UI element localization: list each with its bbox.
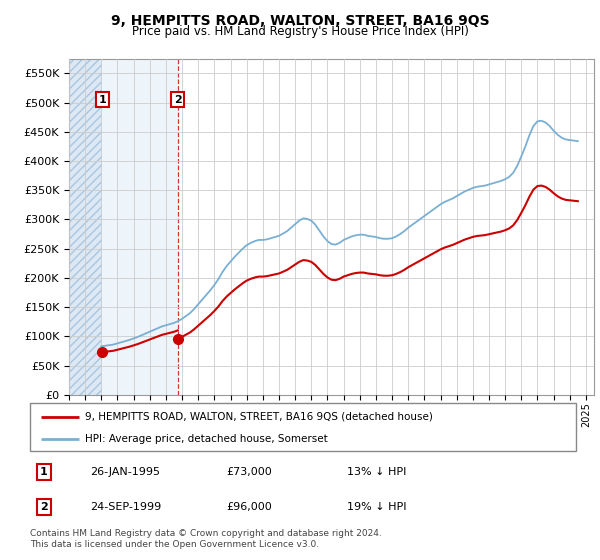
Text: 1: 1 xyxy=(40,467,47,477)
Bar xyxy=(69,59,103,395)
FancyBboxPatch shape xyxy=(30,403,576,451)
Text: 26-JAN-1995: 26-JAN-1995 xyxy=(90,467,160,477)
Text: 1: 1 xyxy=(98,95,106,105)
Text: Price paid vs. HM Land Registry's House Price Index (HPI): Price paid vs. HM Land Registry's House … xyxy=(131,25,469,38)
Text: £73,000: £73,000 xyxy=(227,467,272,477)
Text: £96,000: £96,000 xyxy=(227,502,272,512)
Text: HPI: Average price, detached house, Somerset: HPI: Average price, detached house, Some… xyxy=(85,434,328,444)
Text: 2: 2 xyxy=(174,95,182,105)
Text: 9, HEMPITTS ROAD, WALTON, STREET, BA16 9QS (detached house): 9, HEMPITTS ROAD, WALTON, STREET, BA16 9… xyxy=(85,412,433,422)
Text: 19% ↓ HPI: 19% ↓ HPI xyxy=(347,502,406,512)
Text: 13% ↓ HPI: 13% ↓ HPI xyxy=(347,467,406,477)
Text: Contains HM Land Registry data © Crown copyright and database right 2024.
This d: Contains HM Land Registry data © Crown c… xyxy=(30,529,382,549)
Text: 2: 2 xyxy=(40,502,47,512)
Bar xyxy=(69,59,103,395)
Bar xyxy=(103,59,178,395)
Text: 9, HEMPITTS ROAD, WALTON, STREET, BA16 9QS: 9, HEMPITTS ROAD, WALTON, STREET, BA16 9… xyxy=(110,14,490,28)
Text: 24-SEP-1999: 24-SEP-1999 xyxy=(90,502,161,512)
